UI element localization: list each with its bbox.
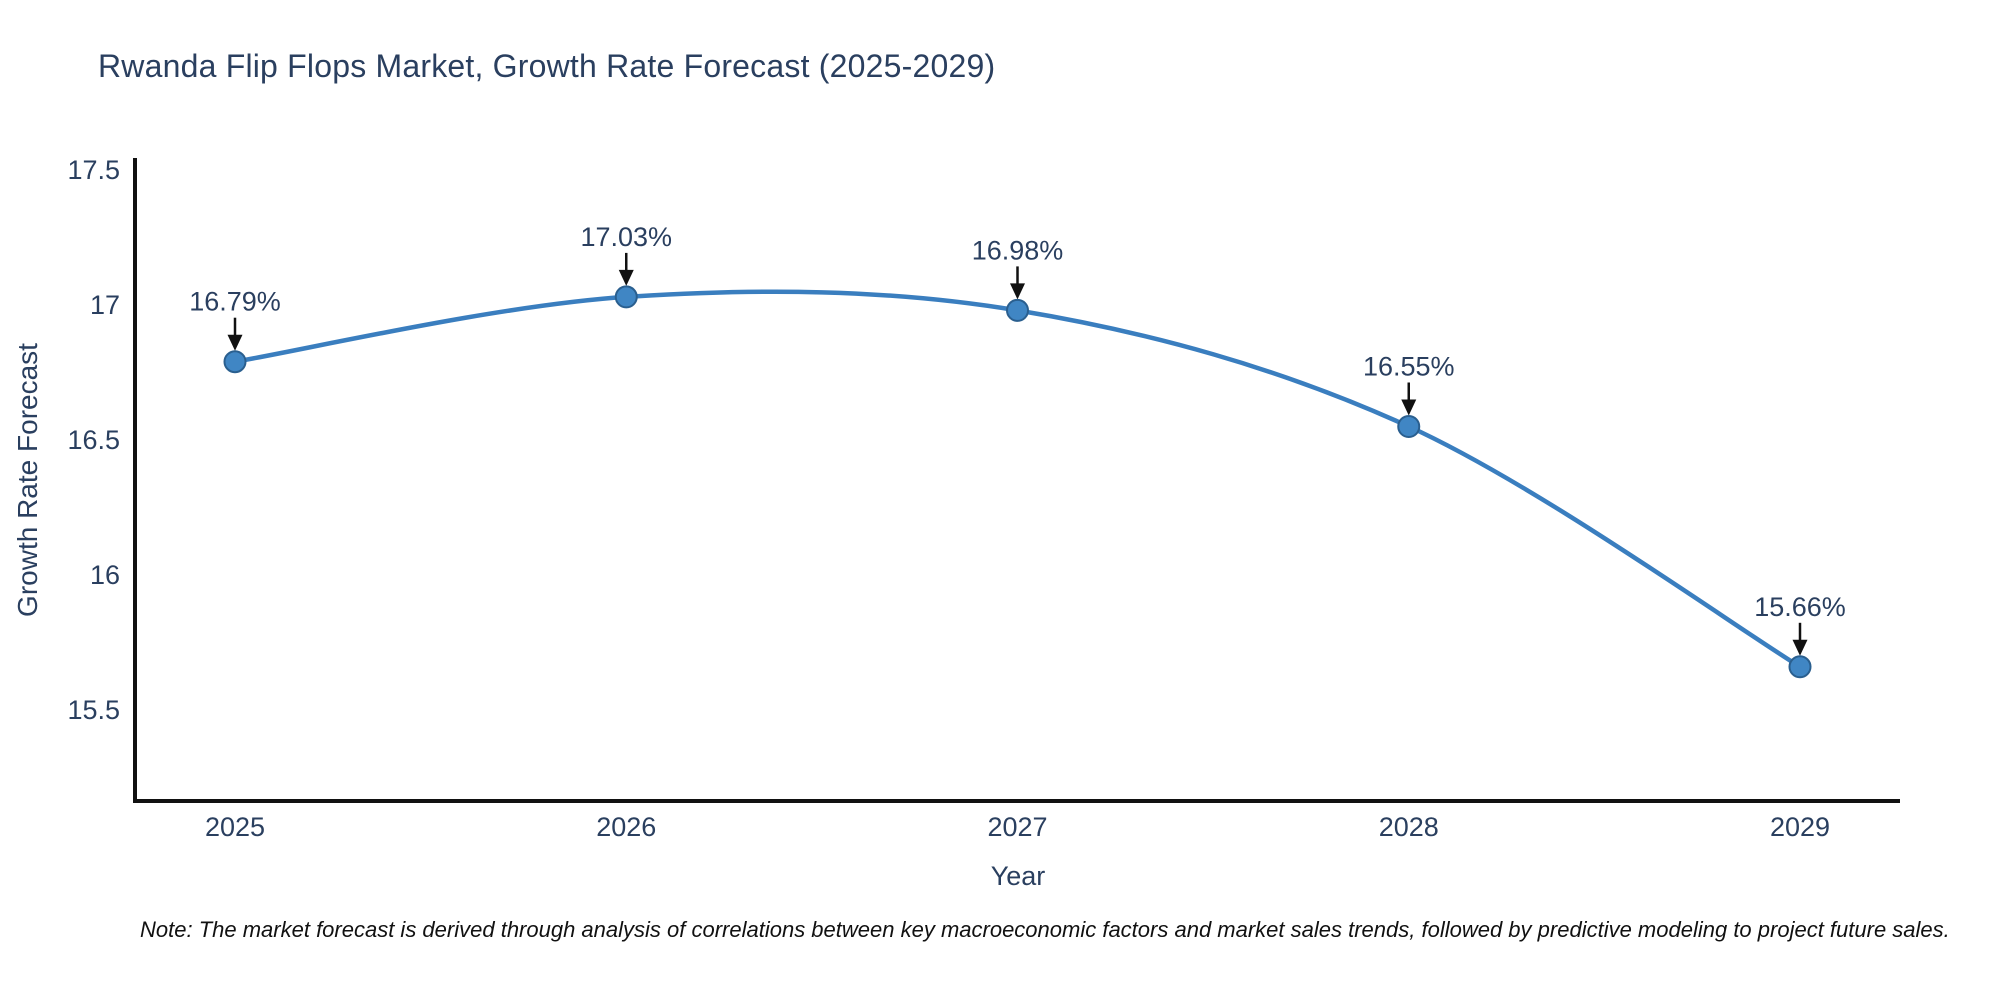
x-tick-label: 2029	[1770, 812, 1830, 842]
annotation-arrow-head	[1401, 399, 1417, 416]
data-point-label: 17.03%	[580, 222, 672, 252]
y-tick-label: 16	[90, 560, 120, 590]
y-tick-label: 17	[90, 290, 120, 320]
plot-layer: 16.79% 2025 17.03% 2026 16.98% 2027 16.55% 2028…	[67, 155, 1845, 842]
chart-title: Rwanda Flip Flops Market, Growth Rate Fo…	[98, 48, 996, 84]
data-point-marker[interactable]	[223, 350, 247, 374]
data-point-marker[interactable]	[1397, 415, 1421, 438]
y-tick-label: 15.5	[67, 695, 120, 725]
annotation-arrow-head	[1010, 283, 1025, 300]
data-point-label: 16.79%	[189, 287, 281, 317]
annotation-arrow-head	[1792, 639, 1808, 656]
footnote: Note: The market forecast is derived thr…	[140, 917, 1950, 942]
data-point-marker[interactable]	[1006, 298, 1029, 322]
y-tick-label: 17.5	[67, 155, 120, 185]
x-tick-label: 2028	[1379, 812, 1439, 842]
data-point-label: 16.55%	[1363, 352, 1455, 382]
x-tick-label: 2025	[205, 812, 265, 842]
y-axis-title: Growth Rate Forecast	[12, 343, 43, 617]
forecast-line	[234, 289, 1802, 669]
annotation-arrow-head	[227, 334, 243, 351]
data-point-marker[interactable]	[614, 285, 638, 309]
annotation-arrow-head	[618, 269, 634, 286]
data-point-marker[interactable]	[1788, 655, 1812, 679]
data-point-label: 15.66%	[1754, 592, 1846, 622]
x-axis-title: Year	[990, 861, 1046, 891]
data-point-label: 16.98%	[972, 235, 1064, 265]
y-tick-label: 16.5	[67, 425, 120, 455]
x-tick-label: 2027	[987, 812, 1047, 842]
x-tick-label: 2026	[596, 812, 656, 842]
